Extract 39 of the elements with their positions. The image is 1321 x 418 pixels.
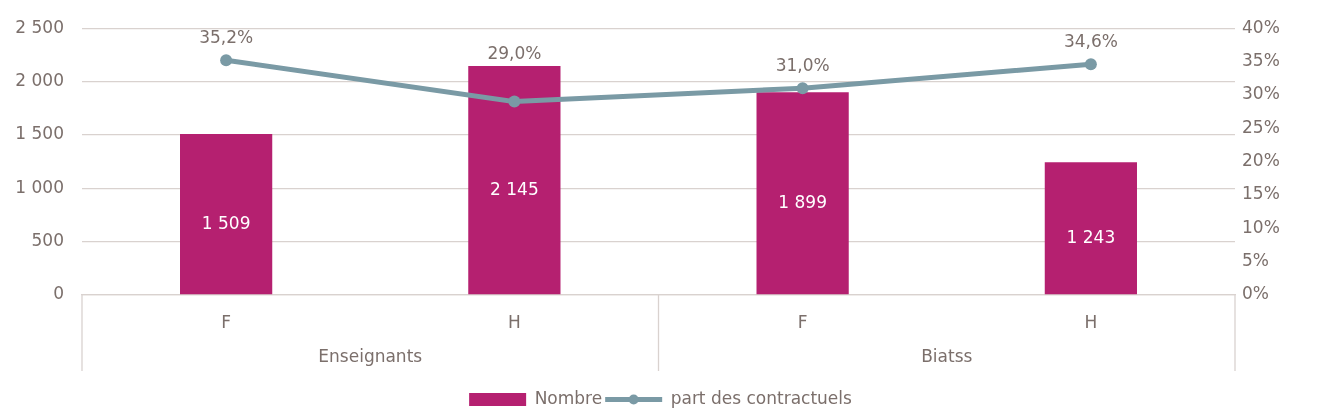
- y-tick-label: 1 500: [15, 123, 64, 144]
- y2-tick-label: 15%: [1242, 183, 1280, 204]
- text: Biatss: [921, 346, 973, 367]
- y-tick-label: 0: [53, 283, 64, 304]
- y2-tick-label: 35%: [1242, 49, 1280, 70]
- y-tick-label: 2 500: [15, 16, 64, 37]
- data-label: 31,0%: [775, 54, 830, 75]
- point: [220, 54, 233, 67]
- y-tick-label: 1 000: [15, 176, 64, 197]
- point: [796, 82, 809, 95]
- bar: [756, 92, 849, 295]
- x-tick-label: H: [507, 311, 521, 332]
- x-tick-label: F: [797, 311, 808, 332]
- legend-label: part des contractuels: [670, 387, 853, 408]
- x-tick-label: H: [1084, 311, 1098, 332]
- y2-tick-label: 20%: [1242, 150, 1280, 171]
- data-label: 34,6%: [1063, 30, 1118, 51]
- data-label: 1 243: [1066, 226, 1116, 247]
- y2-tick-label: 5%: [1242, 250, 1269, 271]
- bar: [468, 66, 561, 295]
- data-label: 29,0%: [487, 42, 542, 63]
- legend-label: Nombre: [534, 387, 603, 408]
- y2-tick-label: 0%: [1242, 283, 1269, 304]
- x-tick-label: F: [221, 311, 232, 332]
- y-tick-label: 500: [31, 230, 64, 251]
- y2-tick-label: 10%: [1242, 216, 1280, 237]
- data-label: 1 509: [201, 212, 251, 233]
- y-tick-label: 2 000: [15, 69, 64, 90]
- data-label: 35,2%: [199, 26, 254, 47]
- text: Enseignants: [318, 346, 423, 367]
- point: [508, 95, 521, 108]
- y2-tick-label: 30%: [1242, 83, 1280, 104]
- y2-tick-label: 25%: [1242, 116, 1280, 137]
- bar: [1044, 162, 1137, 295]
- point: [1084, 58, 1097, 71]
- data-label: 2 145: [490, 178, 539, 199]
- data-label: 1 899: [778, 191, 827, 212]
- y2-tick-label: 40%: [1242, 16, 1280, 37]
- bar: [180, 133, 273, 295]
